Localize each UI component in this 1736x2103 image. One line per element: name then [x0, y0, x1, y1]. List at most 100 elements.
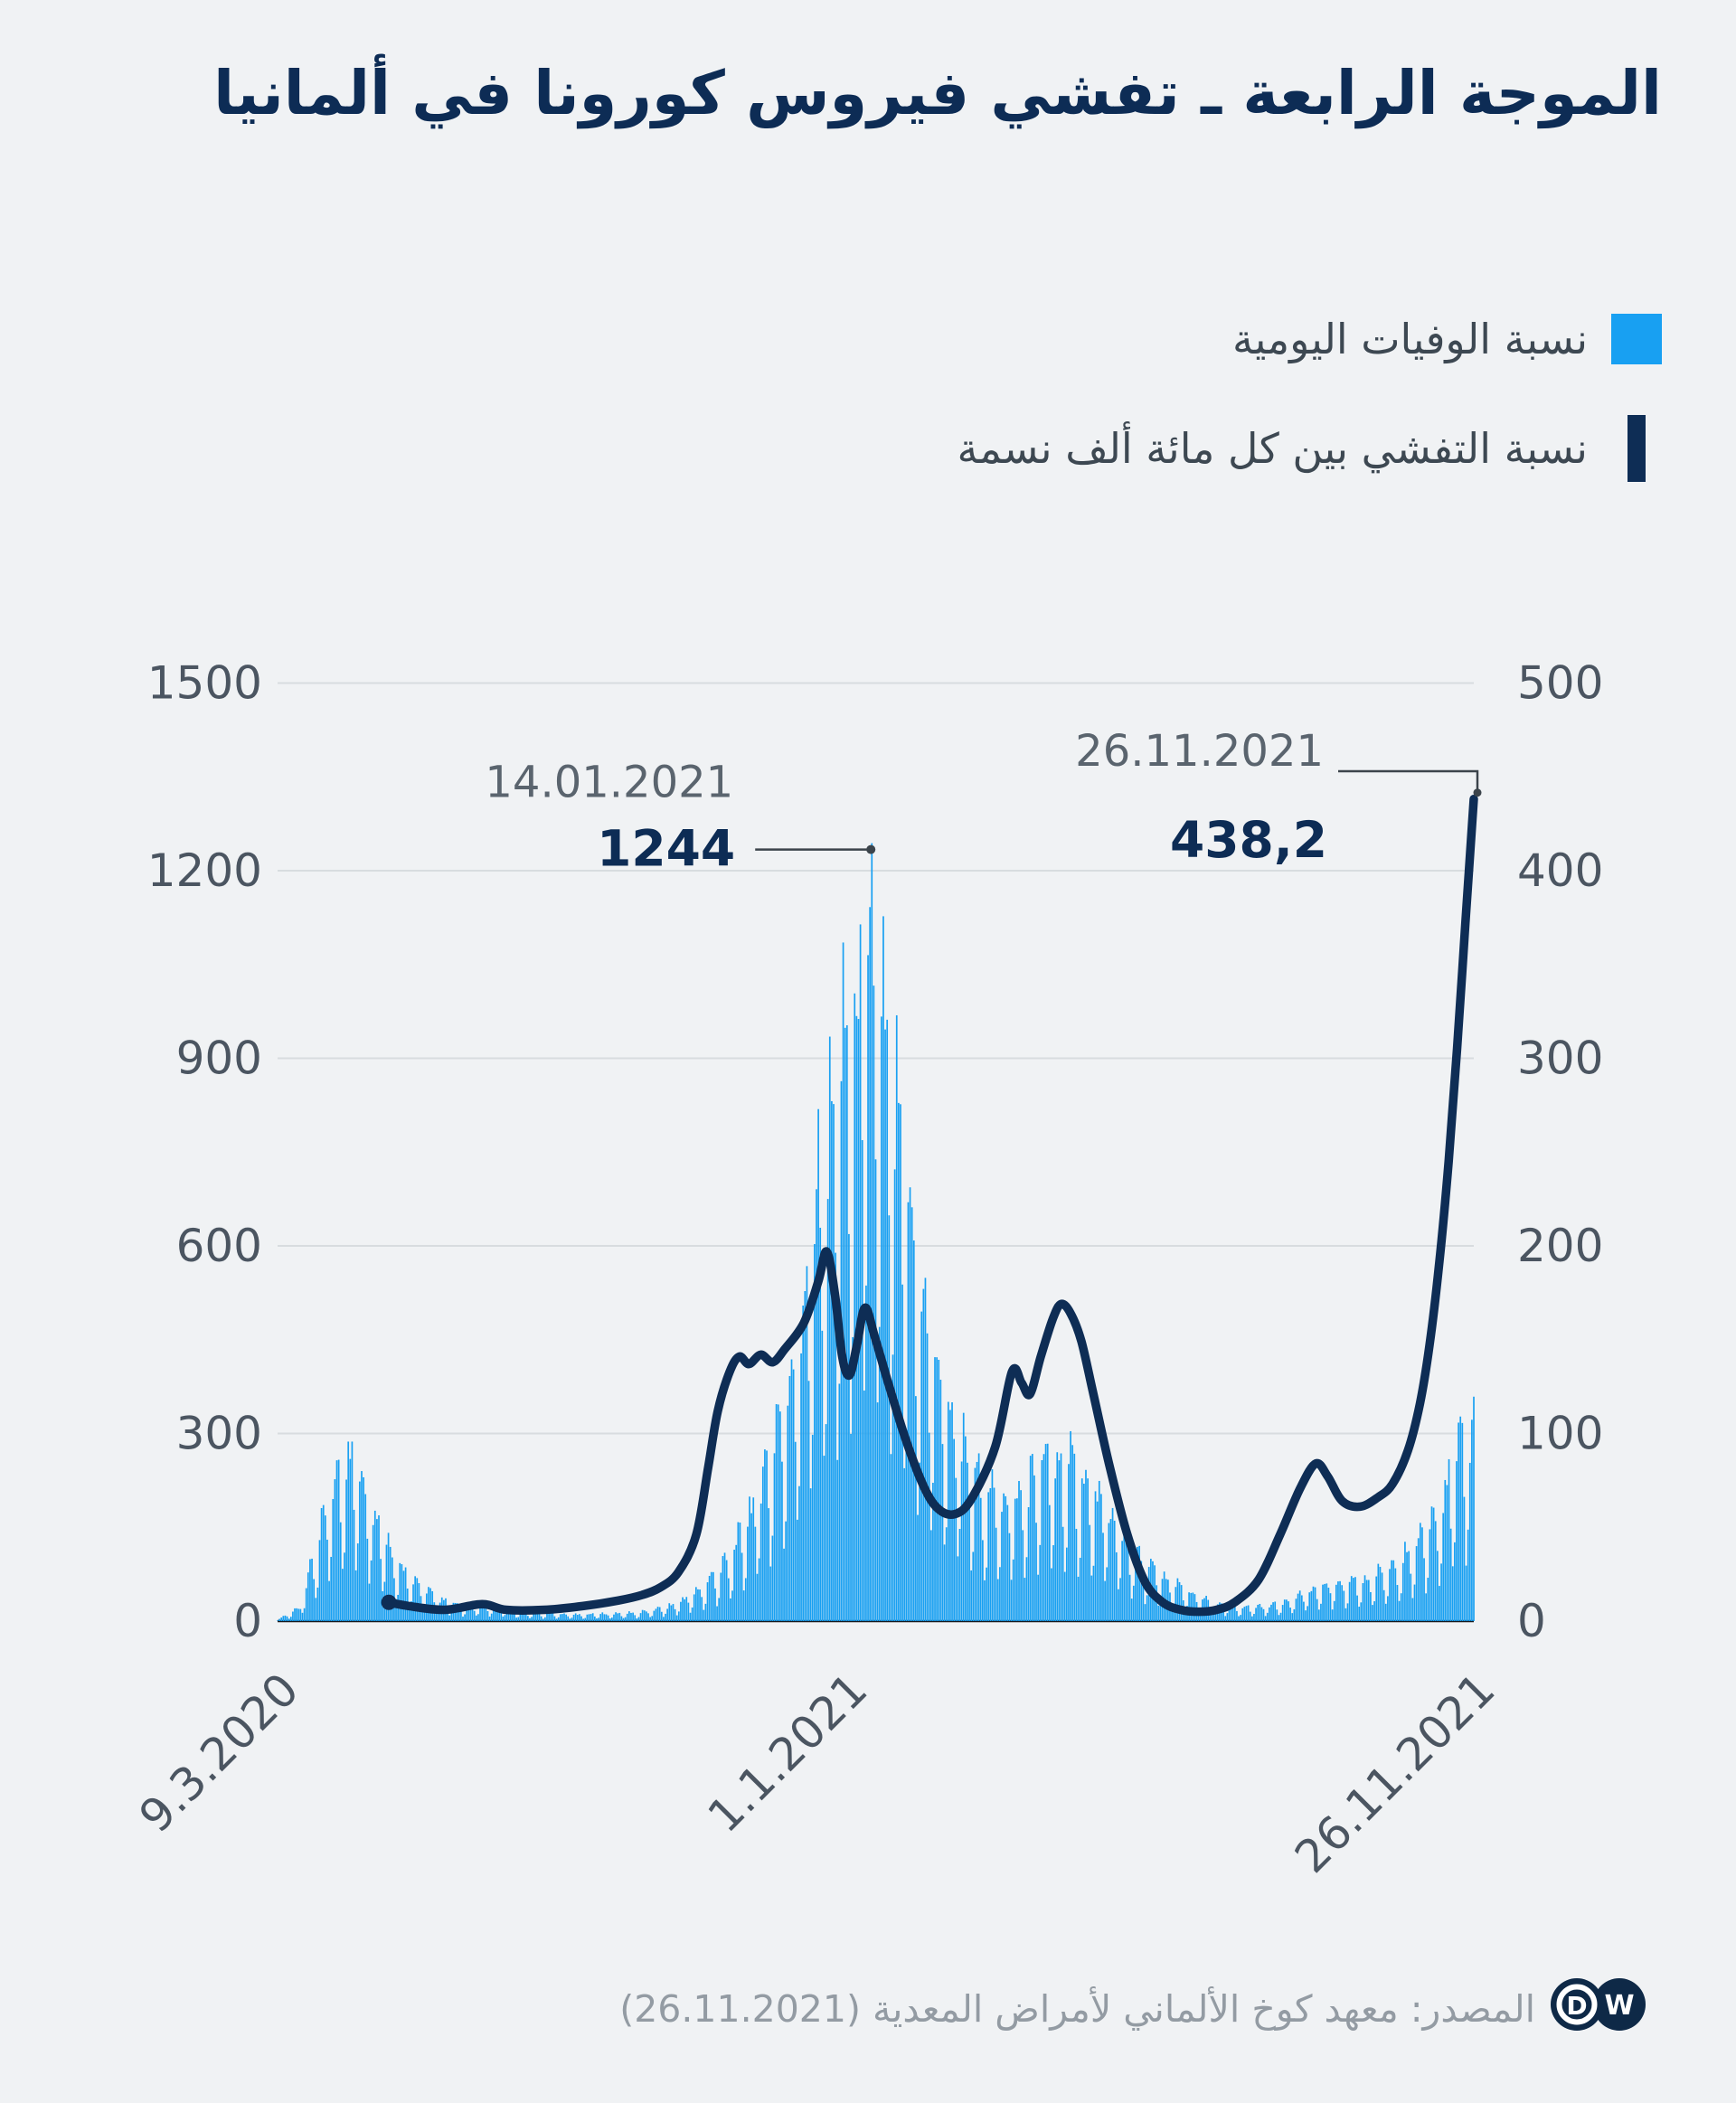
bar	[1137, 1546, 1138, 1621]
bar	[876, 1402, 879, 1621]
bar	[1211, 1615, 1213, 1621]
bar	[437, 1611, 439, 1621]
bar	[618, 1612, 621, 1621]
bar	[363, 1476, 364, 1621]
left-axis-tick-label: 1500	[147, 657, 262, 710]
bar	[1035, 1523, 1037, 1621]
bar	[703, 1609, 705, 1621]
bar	[1073, 1453, 1076, 1621]
bar	[1243, 1607, 1246, 1621]
bar	[527, 1616, 529, 1621]
bar	[410, 1601, 412, 1621]
bar	[939, 1380, 942, 1621]
bar	[1119, 1578, 1121, 1621]
bar	[299, 1608, 302, 1621]
bar	[1264, 1616, 1267, 1621]
bar	[561, 1614, 563, 1621]
bar	[836, 1459, 839, 1621]
annotation-value: 438,2	[1170, 811, 1327, 869]
bar	[859, 924, 862, 1621]
bar	[874, 1159, 877, 1621]
bar	[292, 1611, 294, 1621]
x-axis-tick-label: 1.1.2021	[698, 1663, 877, 1842]
bar	[783, 1548, 785, 1621]
bar	[637, 1617, 640, 1621]
bar	[1398, 1600, 1401, 1621]
bar	[1044, 1444, 1047, 1621]
bar	[1360, 1602, 1363, 1621]
bar	[1410, 1573, 1412, 1621]
bar	[909, 1187, 911, 1621]
bar	[699, 1589, 701, 1621]
bar	[1461, 1422, 1464, 1621]
bar	[742, 1590, 745, 1621]
bar	[964, 1436, 967, 1621]
bar	[1434, 1521, 1437, 1621]
bar	[1326, 1583, 1328, 1621]
bar	[1051, 1568, 1052, 1621]
bar	[816, 1189, 817, 1621]
bar	[1070, 1430, 1071, 1621]
bar	[804, 1291, 807, 1621]
dw-logo-letter-d: D	[1566, 1991, 1587, 2021]
bar	[1281, 1605, 1284, 1621]
bar	[1415, 1546, 1418, 1621]
bar	[533, 1612, 535, 1621]
y-axis-labels: 1500 1200 900 600 300 0 500 400 300 200 100 0	[147, 657, 1604, 1648]
bar	[284, 1615, 287, 1621]
page-title: الموجة الرابعة ـ تفشي فيروس كورونا في أل…	[213, 58, 1662, 128]
bar	[416, 1578, 419, 1621]
bar	[344, 1552, 345, 1621]
bar	[1167, 1580, 1169, 1621]
bar	[1222, 1608, 1224, 1621]
bar	[903, 1467, 906, 1621]
bar	[1005, 1495, 1007, 1621]
bar	[555, 1618, 558, 1621]
bar	[1471, 1419, 1473, 1621]
bar	[1130, 1598, 1133, 1621]
bar	[1419, 1523, 1421, 1621]
bar	[1109, 1519, 1112, 1621]
bar	[1108, 1523, 1110, 1621]
bar	[607, 1615, 609, 1621]
bar	[1127, 1544, 1129, 1621]
daily-deaths-bars	[277, 843, 1475, 1621]
bar	[507, 1608, 510, 1621]
bar	[611, 1617, 613, 1621]
bar	[1413, 1584, 1416, 1621]
bar	[943, 1544, 946, 1621]
bar	[1473, 1396, 1475, 1621]
bar	[1135, 1559, 1137, 1621]
bar	[567, 1616, 570, 1621]
bar	[1358, 1607, 1361, 1621]
bar	[1142, 1575, 1145, 1621]
bar	[1039, 1544, 1042, 1621]
bar	[1276, 1609, 1278, 1621]
bar	[1324, 1583, 1326, 1621]
bar	[1056, 1452, 1059, 1621]
bar	[282, 1616, 285, 1621]
bar	[500, 1612, 503, 1621]
bar	[984, 1580, 986, 1621]
bar	[932, 1483, 934, 1621]
bar	[694, 1587, 697, 1621]
bar	[1001, 1512, 1003, 1621]
bar	[514, 1613, 515, 1621]
bar	[544, 1617, 546, 1621]
bar	[326, 1539, 328, 1621]
bar	[447, 1608, 448, 1621]
bar	[955, 1477, 958, 1621]
bar	[1448, 1458, 1450, 1621]
bar	[775, 1404, 778, 1621]
bar	[588, 1614, 590, 1621]
bar	[768, 1508, 769, 1621]
bar	[546, 1613, 548, 1621]
bar	[580, 1616, 582, 1621]
source-note: المصدر: معهد كوخ الألماني لأمراض المعدية…	[619, 1987, 1535, 2031]
bar	[835, 1252, 836, 1621]
bar	[1270, 1604, 1272, 1621]
bar	[811, 1434, 814, 1621]
bar	[773, 1453, 776, 1621]
bar	[892, 1354, 894, 1621]
bar	[1171, 1607, 1173, 1621]
